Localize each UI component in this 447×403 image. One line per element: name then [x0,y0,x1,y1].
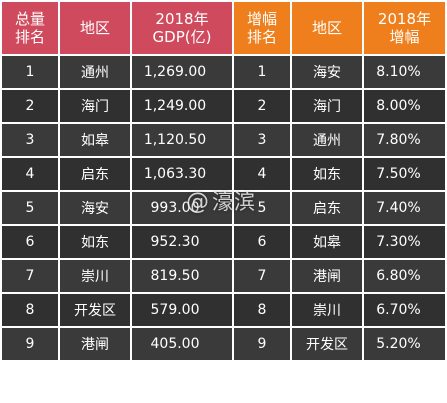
growth-rate-cell: 7.80% [364,124,445,156]
growth-rate-cell: 7.40% [364,192,445,224]
growth-rank-cell: 2 [234,90,290,122]
table-row: 3 如皋 1,120.50 3 通州 7.80% [2,124,445,156]
total-rank-cell: 1 [2,56,58,88]
gdp-ranking-table: 总量 排名 地区 2018年 GDP(亿) 增幅 排名 地区 2018年 增幅 [2,2,445,360]
table-row: 2 海门 1,249.00 2 海门 8.00% [2,90,445,122]
growth-rate-cell: 6.80% [364,260,445,292]
header-region-left: 地区 [60,2,130,54]
growth-rate-cell: 8.00% [364,90,445,122]
table-row: 7 崇川 819.50 7 港闸 6.80% [2,260,445,292]
growth-region-cell: 通州 [292,124,362,156]
gdp-cell: 579.00 [132,294,232,326]
gdp-cell: 993.00 [132,192,232,224]
total-rank-cell: 5 [2,192,58,224]
gdp-cell: 1,063.30 [132,158,232,190]
region-cell: 崇川 [60,260,130,292]
growth-region-cell: 开发区 [292,328,362,360]
gdp-cell: 1,269.00 [132,56,232,88]
growth-region-cell: 海门 [292,90,362,122]
growth-rate-cell: 8.10% [364,56,445,88]
gdp-cell: 405.00 [132,328,232,360]
region-cell: 海安 [60,192,130,224]
growth-rank-cell: 9 [234,328,290,360]
region-cell: 启东 [60,158,130,190]
growth-rank-cell: 5 [234,192,290,224]
growth-rank-cell: 4 [234,158,290,190]
table-row: 5 海安 993.00 5 启东 7.40% [2,192,445,224]
total-rank-cell: 6 [2,226,58,258]
total-rank-cell: 8 [2,294,58,326]
total-rank-cell: 2 [2,90,58,122]
gdp-cell: 952.30 [132,226,232,258]
header-row: 总量 排名 地区 2018年 GDP(亿) 增幅 排名 地区 2018年 增幅 [2,2,445,54]
growth-region-cell: 崇川 [292,294,362,326]
growth-rank-cell: 6 [234,226,290,258]
header-gdp: 2018年 GDP(亿) [132,2,232,54]
region-cell: 开发区 [60,294,130,326]
growth-rank-cell: 8 [234,294,290,326]
growth-rate-cell: 7.30% [364,226,445,258]
growth-rate-cell: 7.50% [364,158,445,190]
total-rank-cell: 4 [2,158,58,190]
total-rank-cell: 3 [2,124,58,156]
table-row: 1 通州 1,269.00 1 海安 8.10% [2,56,445,88]
gdp-cell: 1,120.50 [132,124,232,156]
header-region-right: 地区 [292,2,362,54]
gdp-cell: 819.50 [132,260,232,292]
header-growth-line1: 2018年 [377,10,432,28]
total-rank-cell: 7 [2,260,58,292]
growth-rate-cell: 6.70% [364,294,445,326]
header-total-rank-line2: 排名 [14,28,45,46]
growth-region-cell: 港闸 [292,260,362,292]
growth-region-cell: 如东 [292,158,362,190]
header-gdp-line2: GDP(亿) [152,28,212,46]
region-cell: 海门 [60,90,130,122]
header-growth-rank-line1: 增幅 [246,10,277,28]
growth-region-cell: 海安 [292,56,362,88]
growth-rank-cell: 3 [234,124,290,156]
region-cell: 港闸 [60,328,130,360]
region-cell: 如皋 [60,124,130,156]
header-growth-line2: 增幅 [389,28,420,46]
region-cell: 通州 [60,56,130,88]
header-total-rank: 总量 排名 [2,2,58,54]
region-cell: 如东 [60,226,130,258]
growth-region-cell: 如皋 [292,226,362,258]
header-total-rank-line1: 总量 [14,10,45,28]
growth-rank-cell: 1 [234,56,290,88]
table-row: 6 如东 952.30 6 如皋 7.30% [2,226,445,258]
growth-region-cell: 启东 [292,192,362,224]
gdp-cell: 1,249.00 [132,90,232,122]
total-rank-cell: 9 [2,328,58,360]
table-row: 4 启东 1,063.30 4 如东 7.50% [2,158,445,190]
header-gdp-line1: 2018年 [155,10,209,28]
table-row: 8 开发区 579.00 8 崇川 6.70% [2,294,445,326]
header-growth-rank: 增幅 排名 [234,2,290,54]
header-growth: 2018年 增幅 [364,2,445,54]
table-row: 9 港闸 405.00 9 开发区 5.20% [2,328,445,360]
growth-rank-cell: 7 [234,260,290,292]
growth-rate-cell: 5.20% [364,328,445,360]
header-growth-rank-line2: 排名 [246,28,277,46]
